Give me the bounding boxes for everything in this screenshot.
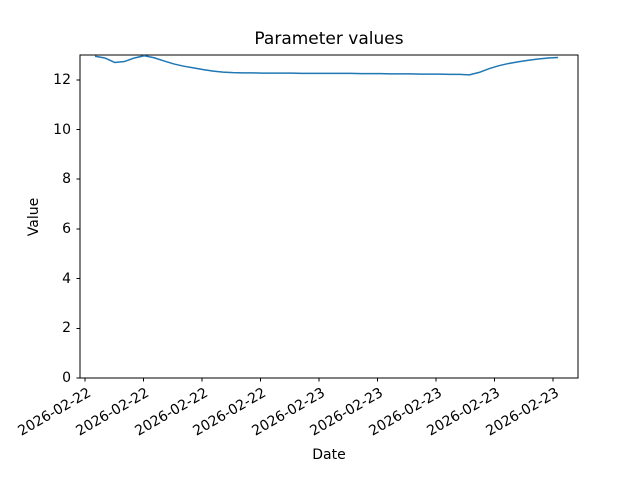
y-tick-label: 12	[53, 71, 71, 88]
chart-title: Parameter values	[254, 29, 404, 49]
axes-spines	[79, 54, 579, 379]
y-tick-label: 6	[62, 220, 71, 237]
x-axis-label: Date	[312, 447, 346, 463]
y-tick-label: 8	[62, 171, 71, 188]
y-tick-label: 4	[62, 270, 71, 287]
y-tick-label: 2	[62, 320, 71, 337]
y-tick-label: 0	[62, 370, 71, 386]
y-tick-label: 10	[53, 121, 71, 138]
data-line	[94, 55, 559, 76]
